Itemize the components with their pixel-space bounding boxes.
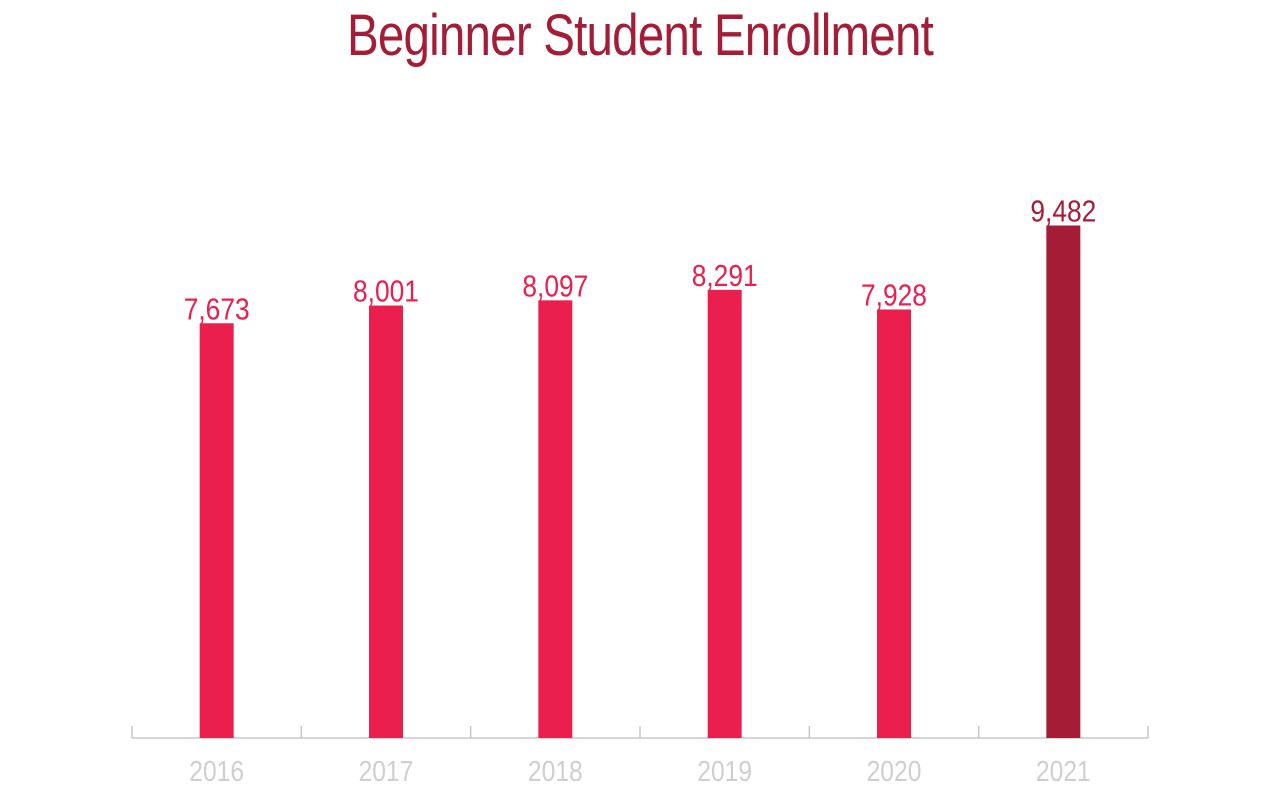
- bar-2016: [199, 323, 234, 738]
- bar-2019: [707, 289, 742, 738]
- data-label: 8,001: [353, 275, 419, 309]
- data-label: 7,928: [861, 279, 927, 313]
- data-label: 8,097: [522, 269, 588, 303]
- bar-2020: [877, 309, 911, 738]
- x-tick-label: 2018: [528, 755, 583, 787]
- x-tick-label: 2019: [697, 755, 752, 787]
- chart-title: Beginner Student Enrollment: [347, 3, 934, 68]
- bar-2021: [1046, 225, 1081, 738]
- data-label: 8,291: [692, 259, 758, 293]
- x-tick-label: 2016: [189, 755, 244, 787]
- data-label: 7,673: [184, 292, 250, 326]
- x-tick-label: 2017: [359, 755, 414, 787]
- data-label: 9,482: [1030, 195, 1096, 229]
- x-tick-label: 2020: [867, 755, 922, 787]
- bar-2017: [369, 305, 403, 738]
- x-tick-label: 2021: [1036, 755, 1091, 787]
- bar-2018: [538, 300, 573, 738]
